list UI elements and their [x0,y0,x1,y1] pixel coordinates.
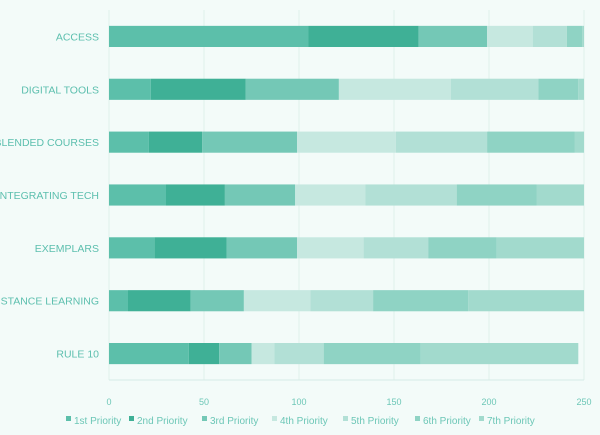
bar-segment [297,131,396,153]
category-label: DIGITAL TOOLS [21,84,99,96]
legend-label: 3rd Priority [210,416,258,427]
bar-segment [578,78,584,100]
bar-segment [128,290,191,312]
category-label: INTEGRATING TECH [0,190,99,202]
bar-segment [245,78,339,100]
bar-segment [536,184,584,206]
bar-segment [451,78,539,100]
bar-segment [154,237,227,259]
legend-swatch [272,416,277,421]
x-axis-ticks: 0 50 100 150 200 250 [106,397,591,407]
bar-segment [395,131,488,153]
category-labels: ACCESS DIGITAL TOOLS BLENDED COURSES INTEGR… [0,31,99,360]
legend-label: 5th Priority [351,416,399,427]
bar-segment [190,290,244,312]
bar-segment [308,25,419,47]
category-label: BLENDED COURSES [0,137,99,149]
category-label: RULE 10 [56,349,99,361]
bar-segment [538,78,579,100]
bar-segment [566,25,583,47]
bar-segment [202,131,298,153]
bar-segment [365,184,457,206]
bar-segment [323,343,421,365]
bar-segment [310,290,374,312]
bar-segment [243,290,311,312]
legend-label: 4th Priority [280,416,328,427]
bar-segment [532,25,567,47]
bar-segment [456,184,537,206]
bar-segment [487,25,533,47]
legend-swatch [415,416,420,421]
bar-segment [574,131,584,153]
x-tick-label: 150 [386,397,401,407]
category-label: DISTANCE LEARNING [0,296,99,308]
bar-segment [166,184,225,206]
bar-segment [428,237,497,259]
bar-segment [109,290,128,312]
bar-segment [418,25,488,47]
bar-segment [219,343,252,365]
bar-segment [226,237,298,259]
legend-swatch [343,416,348,421]
legend-label: 1st Priority [74,416,121,427]
legend-label: 6th Priority [423,416,471,427]
legend-swatch [202,416,207,421]
bar-segment [338,78,451,100]
legend-swatch [66,416,71,421]
bar-segment [420,343,579,365]
legend: 1st Priority 2nd Priority 3rd Priority 4th … [66,416,535,427]
bar-segment [109,78,151,100]
bar-segment [468,290,584,312]
legend-label: 7th Priority [487,416,535,427]
x-tick-label: 50 [199,397,209,407]
x-tick-label: 0 [106,397,111,407]
bars [109,25,584,365]
bar-segment [363,237,429,259]
bar-segment [487,131,575,153]
x-tick-label: 250 [576,397,591,407]
bar-segment [496,237,584,259]
category-label: EXEMPLARS [35,243,99,255]
legend-swatch [129,416,134,421]
bar-segment [150,78,246,100]
bar-segment [274,343,324,365]
legend-label: 2nd Priority [137,416,188,427]
bar-segment [109,131,149,153]
x-tick-label: 100 [291,397,306,407]
bar-segment [188,343,220,365]
bar-segment [295,184,366,206]
category-label: ACCESS [56,31,99,43]
legend-swatch [479,416,484,421]
bar-segment [109,25,309,47]
bar-segment [109,343,189,365]
bar-segment [373,290,469,312]
bar-segment [148,131,203,153]
x-tick-label: 200 [481,397,496,407]
bar-segment [251,343,275,365]
bar-segment [224,184,296,206]
bar-segment [109,184,166,206]
bar-segment [109,237,155,259]
bar-segment [297,237,364,259]
bar-segment [582,25,584,47]
